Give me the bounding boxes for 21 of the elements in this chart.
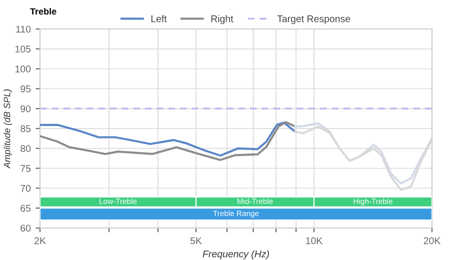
y-tick-label: 110 — [16, 26, 31, 33]
y-tick-label: 65 — [20, 204, 31, 212]
x-tick-label: 5K — [190, 237, 202, 244]
y-tick-label: 95 — [20, 85, 31, 92]
legend-label: Target Response — [277, 15, 350, 24]
y-tick-label: 85 — [20, 125, 31, 132]
y-tick-label: 70 — [20, 184, 31, 192]
y-tick-label: 105 — [15, 46, 31, 53]
y-tick-label: 100 — [15, 66, 31, 72]
y-tick-label: 75 — [20, 165, 31, 172]
chart-title: Treble — [30, 8, 56, 15]
y-tick-label: 90 — [20, 105, 31, 112]
legend-label: Left — [151, 15, 167, 22]
y-tick-label: 80 — [20, 145, 31, 152]
y-tick-label: 60 — [20, 224, 31, 232]
x-axis-title: Frequency (Hz) — [202, 250, 269, 260]
legend-label: Right — [211, 15, 234, 24]
x-tick-label: 20K — [424, 237, 441, 244]
x-tick-label: 2K — [34, 237, 46, 244]
y-axis-title: Amplitude (dB SPL) — [4, 89, 12, 169]
x-tick-label: 10K — [306, 237, 323, 244]
